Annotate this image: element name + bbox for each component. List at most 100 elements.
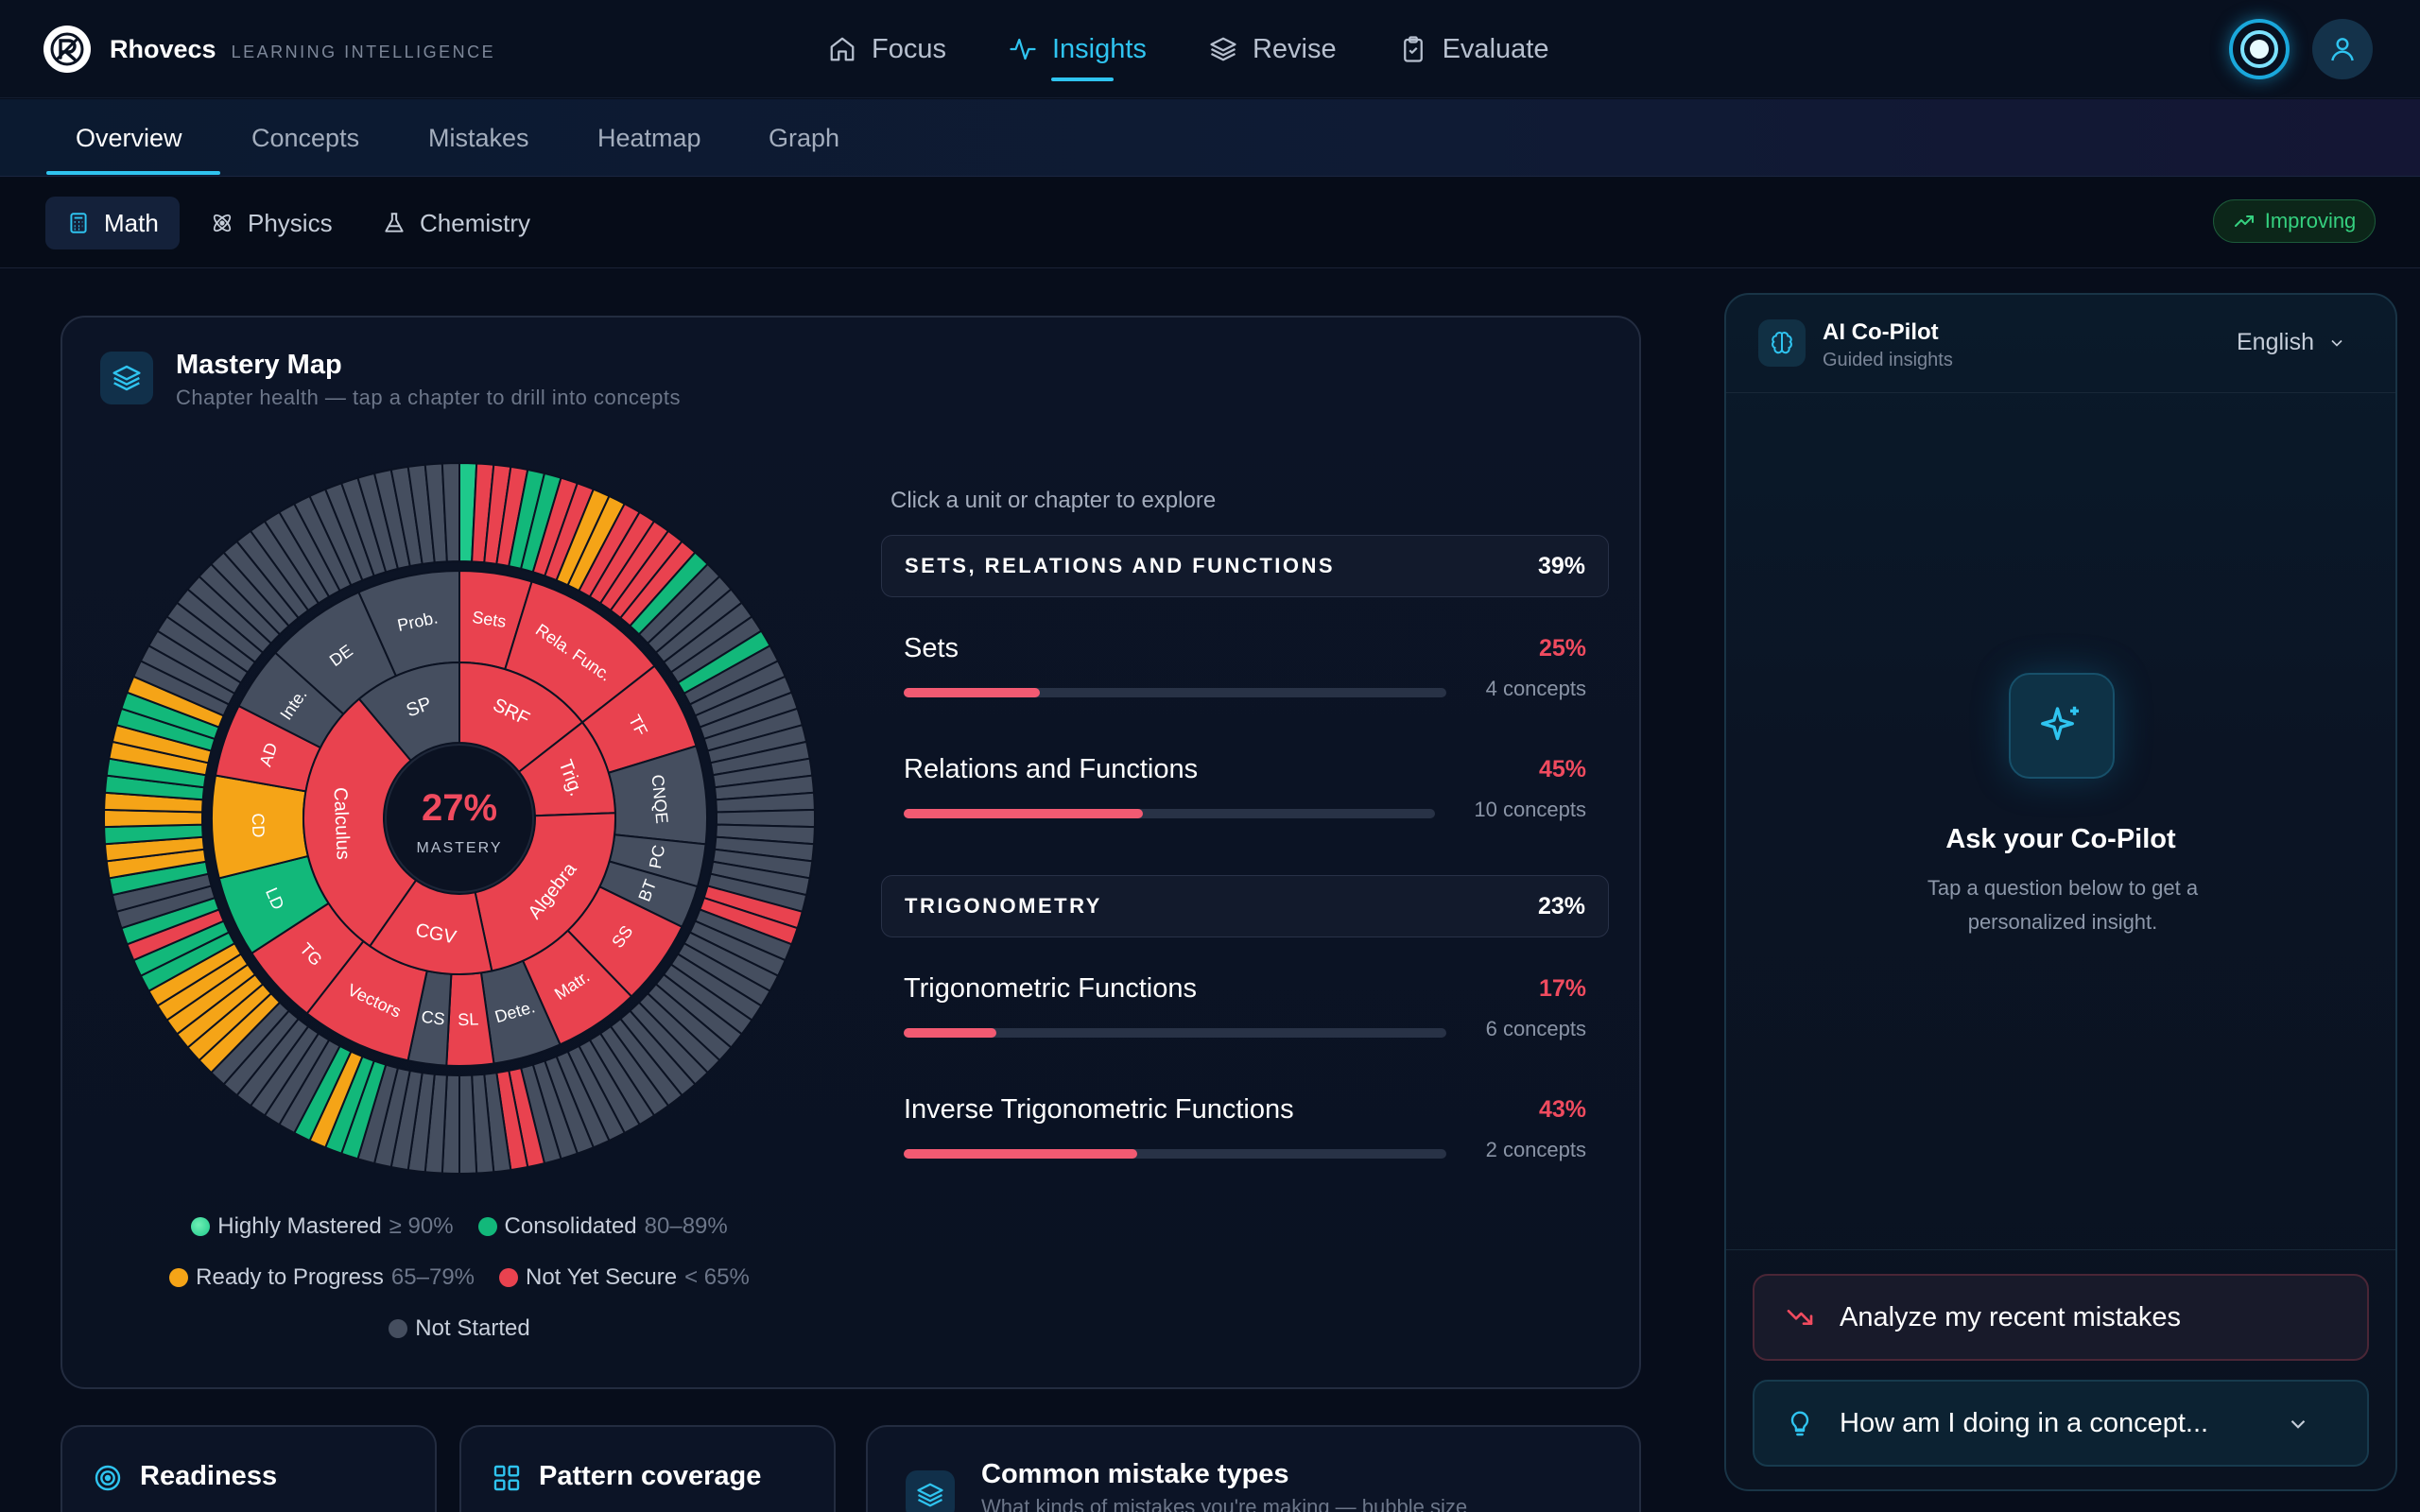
common-mistakes-card[interactable]: Common mistake types What kinds of mista… <box>866 1425 1641 1512</box>
subject-chemistry[interactable]: Chemistry <box>361 197 551 249</box>
unit-label: Calculus <box>329 787 353 861</box>
chapter-progress-bar <box>904 688 1446 697</box>
copilot-prompt-title: Ask your Co-Pilot <box>1945 824 2176 854</box>
brand[interactable]: Rhovecs LEARNING INTELLIGENCE <box>43 25 495 74</box>
copilot-prompt-desc: Tap a question below to get a personaliz… <box>1927 876 2199 934</box>
layers-icon <box>1210 37 1236 61</box>
chapter-label: PC <box>646 843 668 869</box>
unit-segment[interactable] <box>474 812 616 972</box>
language-select[interactable]: English <box>2237 329 2346 356</box>
chapter-row[interactable]: Sets 25% 4 concepts <box>904 633 1586 700</box>
chapter-progress-bar <box>904 1028 1446 1038</box>
user-icon <box>2331 38 2354 61</box>
chevron-down-icon <box>2331 339 2342 347</box>
active-tab-indicator <box>46 171 220 175</box>
unit-segment[interactable] <box>368 879 493 975</box>
chapter-detail-list: SETS, RELATIONS AND FUNCTIONS 39% Sets 2… <box>881 535 1609 1168</box>
common-mistakes-subtitle: What kinds of mistakes you're making — b… <box>981 1495 1468 1512</box>
mastery-map-title: Mastery Map <box>176 350 342 380</box>
divider <box>1726 1249 2395 1250</box>
common-mistakes-title: Common mistake types <box>981 1459 1289 1489</box>
grid-icon <box>493 1465 520 1491</box>
subject-math[interactable]: Math <box>45 197 180 249</box>
activity-icon <box>1010 38 1036 60</box>
chapter-label: CD <box>249 813 268 838</box>
readiness-title: Readiness <box>140 1461 278 1491</box>
explore-hint: Click a unit or chapter to explore <box>890 488 1217 513</box>
tab-heatmap[interactable]: Heatmap <box>597 124 701 152</box>
assistant-orb-icon[interactable] <box>2229 19 2290 79</box>
mastery-map-card: Mastery Map Chapter health — tap a chapt… <box>60 316 1641 1389</box>
calculator-icon <box>70 213 87 233</box>
subject-math-label: Math <box>104 208 159 237</box>
nav-revise[interactable]: Revise <box>1209 26 1337 72</box>
analyze-mistakes-button[interactable]: Analyze my recent mistakes <box>1753 1274 2369 1361</box>
chapter-label: CNQE <box>648 774 672 825</box>
chapter-progress-bar <box>904 809 1435 818</box>
concept-segment[interactable] <box>441 461 460 563</box>
trend-badge-label: Improving <box>2264 209 2357 232</box>
chapter-row[interactable]: Inverse Trigonometric Functions 43% 2 co… <box>904 1094 1586 1161</box>
legend-not-started: Not Started <box>389 1315 530 1342</box>
unit-header[interactable]: TRIGONOMETRY 23% <box>881 875 1609 937</box>
flask-icon <box>385 213 404 232</box>
tab-graph[interactable]: Graph <box>769 124 840 152</box>
tab-concepts[interactable]: Concepts <box>251 124 360 152</box>
readiness-card[interactable]: Readiness <box>60 1425 437 1512</box>
concept-progress-button[interactable]: How am I doing in a concept... <box>1753 1380 2369 1467</box>
brain-icon <box>1758 319 1806 367</box>
layers-icon <box>100 352 153 404</box>
top-bar: Rhovecs LEARNING INTELLIGENCE Focus Insi… <box>0 0 2420 98</box>
subject-selector: Math Physics Chemistry <box>0 178 2420 268</box>
target-icon <box>95 1465 121 1491</box>
tab-mistakes[interactable]: Mistakes <box>428 124 529 152</box>
user-avatar[interactable] <box>2312 19 2373 79</box>
legend-not-yet-secure: Not Yet Secure < 65% <box>499 1264 750 1291</box>
brand-name: Rhovecs <box>110 34 216 63</box>
nav-evaluate[interactable]: Evaluate <box>1399 26 1549 72</box>
nav-focus-label: Focus <box>872 33 946 64</box>
legend-highly-mastered: Highly Mastered ≥ 90% <box>191 1213 454 1240</box>
home-icon <box>830 37 855 61</box>
unit-segment[interactable] <box>302 697 418 948</box>
unit-header[interactable]: SETS, RELATIONS AND FUNCTIONS 39% <box>881 535 1609 597</box>
mastery-center-value: 27% <box>422 787 497 829</box>
pattern-coverage-title: Pattern coverage <box>539 1461 762 1491</box>
subject-physics[interactable]: Physics <box>189 197 354 249</box>
trending-down-icon <box>1787 1310 1813 1325</box>
language-value: English <box>2237 329 2314 355</box>
copilot-title: AI Co-Pilot <box>1823 319 1939 345</box>
chapter-label: CS <box>420 1007 445 1029</box>
layers-icon <box>906 1470 955 1512</box>
atom-icon <box>213 214 232 232</box>
copilot-subtitle: Guided insights <box>1823 350 1953 370</box>
chapter-row[interactable]: Trigonometric Functions 17% 6 concepts <box>904 973 1586 1040</box>
pattern-coverage-card[interactable]: Pattern coverage <box>459 1425 836 1512</box>
top-right-actions <box>2229 19 2373 79</box>
nav-revise-label: Revise <box>1252 33 1337 64</box>
sparkles-icon <box>2009 673 2115 779</box>
legend-ready-to-progress: Ready to Progress 65–79% <box>169 1264 475 1291</box>
mastery-legend: Highly Mastered ≥ 90% Consolidated 80–89% … <box>100 1213 819 1366</box>
mastery-center-label: MASTERY <box>416 840 502 856</box>
main-nav: Focus Insights Revise Evaluate <box>828 26 1611 81</box>
chapter-progress-bar <box>904 1149 1446 1159</box>
nav-evaluate-label: Evaluate <box>1442 33 1549 64</box>
trending-up-icon <box>2234 215 2254 227</box>
chevron-down-icon <box>2290 1419 2306 1429</box>
tab-overview[interactable]: Overview <box>76 124 182 152</box>
ai-copilot-panel: AI Co-Pilot Guided insights English Ask … <box>1724 293 2397 1491</box>
nav-focus[interactable]: Focus <box>828 26 946 72</box>
insight-tabs: Overview Concepts Mistakes Heatmap Graph <box>0 99 2420 177</box>
nav-insights-label: Insights <box>1051 33 1147 64</box>
nav-insights[interactable]: Insights <box>1009 26 1147 81</box>
brand-tagline: LEARNING INTELLIGENCE <box>231 42 496 61</box>
subject-physics-label: Physics <box>248 208 333 237</box>
copilot-header: AI Co-Pilot Guided insights English <box>1726 295 2395 393</box>
subject-chemistry-label: Chemistry <box>420 208 531 237</box>
legend-consolidated: Consolidated 80–89% <box>477 1213 728 1240</box>
chapter-row[interactable]: Relations and Functions 45% 10 concepts <box>904 754 1586 821</box>
trend-badge: Improving <box>2213 199 2376 243</box>
clipboard-check-icon <box>1403 36 1423 62</box>
